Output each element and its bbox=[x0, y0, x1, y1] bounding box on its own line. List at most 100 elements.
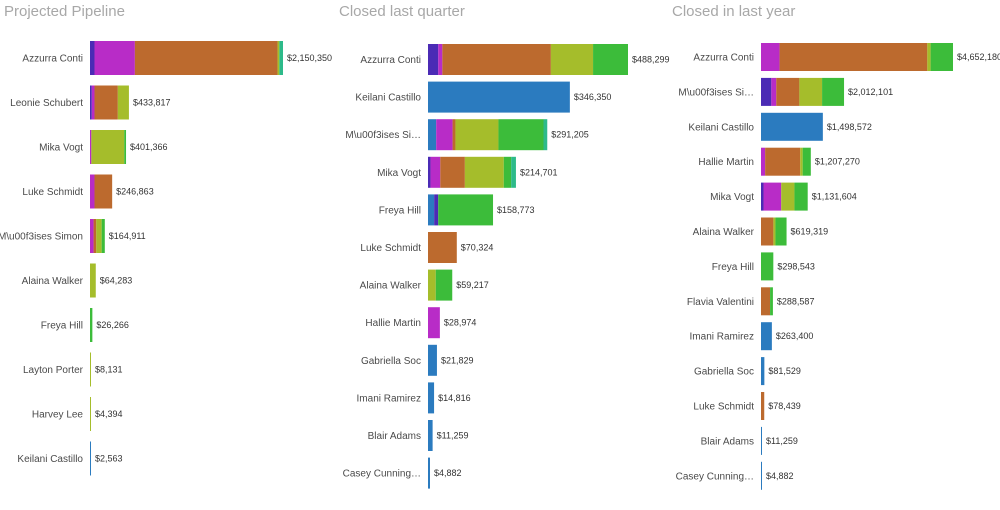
bar-row: Azzurra Conti $488,299 bbox=[360, 44, 670, 75]
bar-segment bbox=[543, 119, 548, 151]
value-label: $288,587 bbox=[777, 296, 815, 306]
bar-row: Flavia Valentini $288,587 bbox=[687, 287, 815, 316]
bar-row: M\u00f3ises Simon $164,911 bbox=[0, 219, 146, 253]
value-label: $214,701 bbox=[520, 167, 558, 177]
bar-segment bbox=[90, 263, 96, 298]
bar-row: Casey Cunning… $4,882 bbox=[343, 457, 462, 489]
bar-segment bbox=[761, 357, 765, 386]
bar-row: Luke Schmidt $70,324 bbox=[360, 232, 493, 263]
bar-segment bbox=[90, 308, 93, 342]
bar-segment bbox=[90, 174, 95, 209]
chart-svg: Azzurra Conti $488,299 Keilani Castillo $34… bbox=[343, 44, 670, 489]
value-label: $70,324 bbox=[461, 243, 494, 253]
bar-segment bbox=[438, 44, 443, 75]
bar-segment bbox=[761, 252, 774, 281]
category-label: Mika Vogt bbox=[377, 168, 421, 179]
bar-segment bbox=[428, 194, 435, 226]
bar-segment bbox=[761, 182, 764, 211]
category-label: Freya Hill bbox=[379, 205, 421, 216]
bar-segment bbox=[94, 174, 113, 209]
bar-segment bbox=[794, 182, 808, 211]
chart-projected-pipeline: Projected Pipeline Azzurra Conti $2,150,3… bbox=[0, 0, 335, 510]
chart-title: Projected Pipeline bbox=[4, 3, 125, 20]
bar-row: Mika Vogt $401,366 bbox=[39, 130, 168, 164]
value-label: $28,974 bbox=[444, 318, 477, 328]
bar-segment bbox=[436, 119, 453, 151]
bar-segment bbox=[440, 156, 465, 188]
chart-closed-last-year: Closed in last year Azzurra Conti $4,652,… bbox=[668, 0, 1000, 510]
value-label: $246,863 bbox=[116, 187, 154, 197]
bar-segment bbox=[428, 420, 433, 451]
value-label: $4,652,180 bbox=[957, 52, 1000, 62]
value-label: $433,817 bbox=[133, 98, 171, 108]
bar-segment bbox=[779, 43, 928, 71]
bar-segment bbox=[117, 85, 129, 120]
bar-segment bbox=[428, 382, 435, 414]
category-label: Imani Ramirez bbox=[690, 332, 754, 343]
value-label: $14,816 bbox=[438, 393, 471, 403]
category-label: Keilani Castillo bbox=[355, 93, 421, 104]
category-label: Azzurra Conti bbox=[360, 55, 421, 66]
chart-closed-last-quarter: Closed last quarter Azzurra Conti $488,29… bbox=[335, 0, 670, 510]
bar-segment bbox=[511, 156, 516, 188]
bar-segment bbox=[593, 44, 628, 75]
category-label: Hallie Martin bbox=[365, 318, 421, 329]
bar-segment bbox=[90, 219, 94, 253]
bar-segment bbox=[770, 287, 773, 316]
bar-segment bbox=[761, 147, 766, 176]
value-label: $346,350 bbox=[574, 92, 612, 102]
bar-segment bbox=[503, 156, 512, 188]
category-label: Keilani Castillo bbox=[17, 454, 83, 465]
bar-segment bbox=[775, 217, 787, 246]
chart-title: Closed last quarter bbox=[339, 3, 465, 20]
bar-segment bbox=[277, 41, 280, 75]
category-label: Blair Adams bbox=[701, 436, 754, 447]
bar-segment bbox=[761, 287, 771, 316]
value-label: $8,131 bbox=[95, 365, 123, 375]
bar-segment bbox=[761, 461, 762, 490]
bar-segment bbox=[435, 269, 453, 301]
value-label: $4,882 bbox=[766, 471, 794, 481]
bar-segment bbox=[438, 194, 494, 226]
bar-segment bbox=[822, 77, 845, 106]
bar-row: Freya Hill $298,543 bbox=[712, 252, 815, 281]
bar-segment bbox=[94, 85, 118, 120]
bar-row: Azzurra Conti $2,150,350 bbox=[22, 41, 332, 75]
category-label: M\u00f3ises Si… bbox=[345, 130, 421, 141]
bar-segment bbox=[498, 119, 544, 151]
bar-segment bbox=[773, 217, 776, 246]
value-label: $4,882 bbox=[434, 468, 462, 478]
value-label: $619,319 bbox=[791, 227, 829, 237]
value-label: $164,911 bbox=[109, 231, 146, 241]
value-label: $263,400 bbox=[776, 331, 814, 341]
bar-row: Blair Adams $11,259 bbox=[701, 426, 798, 455]
bar-row: Mika Vogt $1,131,604 bbox=[710, 182, 857, 211]
bar-segment bbox=[428, 156, 431, 188]
category-label: Gabriella Soc bbox=[694, 367, 754, 378]
value-label: $488,299 bbox=[632, 55, 670, 65]
bar-segment bbox=[134, 41, 278, 75]
bar-segment bbox=[776, 77, 800, 106]
bar-row: Luke Schmidt $246,863 bbox=[22, 174, 154, 209]
value-label: $78,439 bbox=[768, 401, 801, 411]
bar-segment bbox=[101, 219, 105, 253]
bar-segment bbox=[761, 426, 762, 455]
bar-segment bbox=[763, 182, 782, 211]
bar-segment bbox=[90, 130, 92, 164]
bar-row: Gabriella Soc $81,529 bbox=[694, 357, 801, 386]
value-label: $26,266 bbox=[96, 320, 129, 330]
value-label: $11,259 bbox=[437, 431, 469, 441]
bar-row: Mika Vogt $214,701 bbox=[377, 156, 558, 188]
bar-segment bbox=[428, 232, 457, 263]
value-label: $21,829 bbox=[441, 355, 474, 365]
category-label: Blair Adams bbox=[368, 431, 421, 442]
category-label: Imani Ramirez bbox=[357, 393, 421, 404]
bar-segment bbox=[800, 147, 803, 176]
bar-segment bbox=[428, 269, 436, 301]
bar-segment bbox=[761, 43, 780, 71]
bar-segment bbox=[761, 322, 772, 351]
bar-segment bbox=[428, 119, 437, 151]
category-label: Hallie Martin bbox=[698, 157, 754, 168]
category-label: Azzurra Conti bbox=[22, 54, 83, 65]
category-label: Freya Hill bbox=[41, 321, 83, 332]
